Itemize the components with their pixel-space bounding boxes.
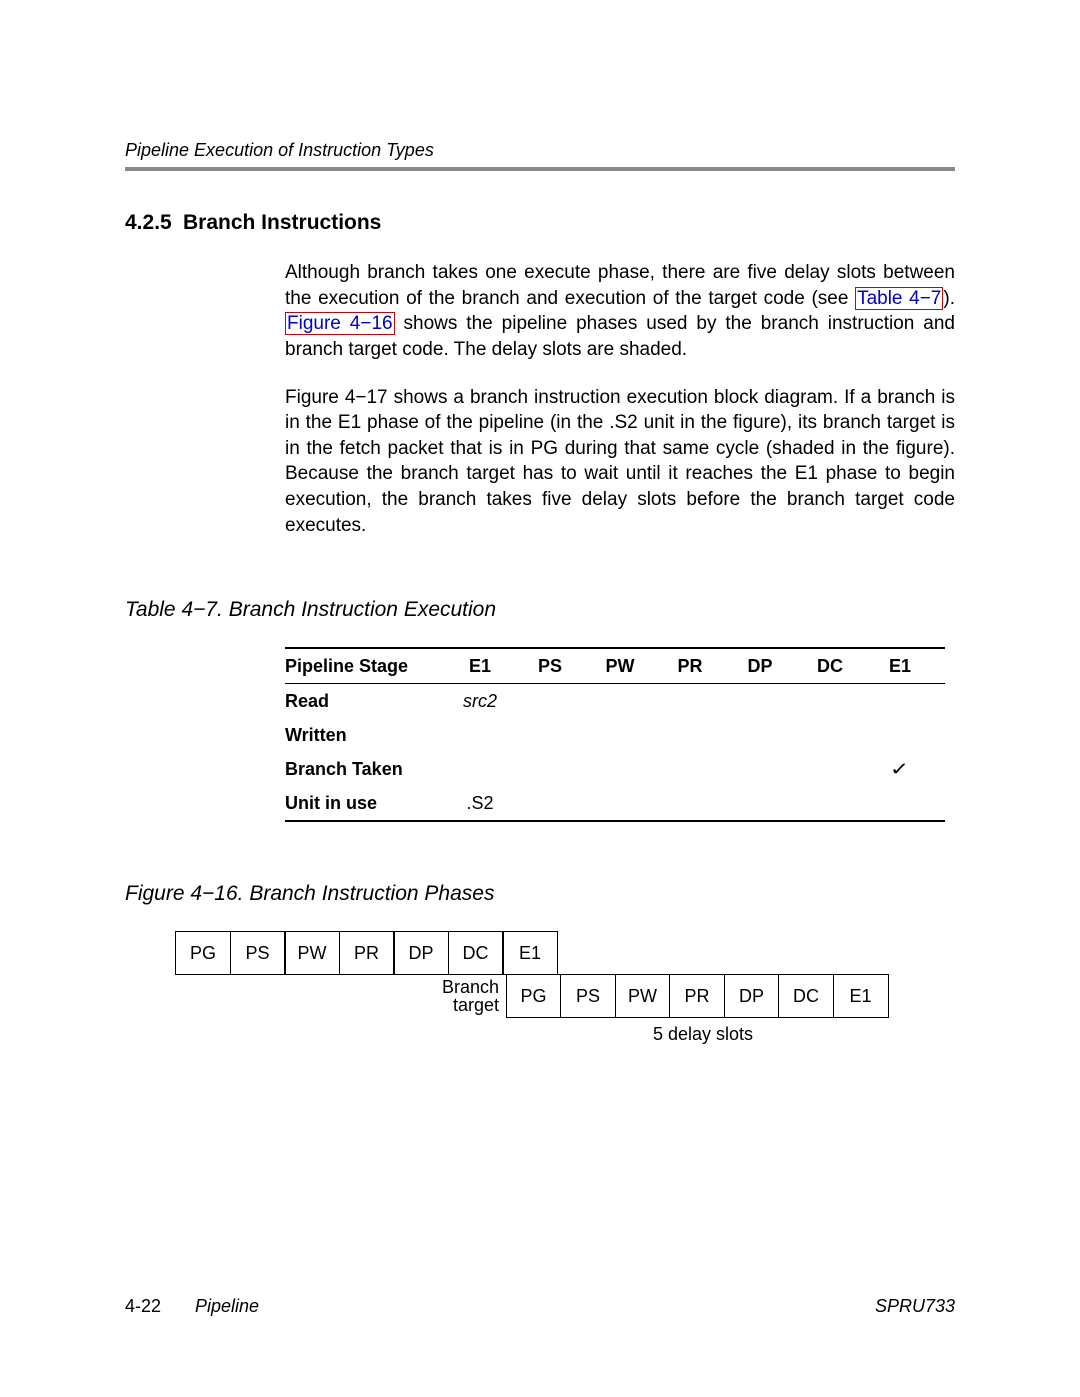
branch-target-label: Branch target [399, 978, 507, 1014]
phase-cell-dc: DC [448, 931, 504, 975]
phase-row-2: Branch target PG PS PW PR DP DC E1 [175, 974, 955, 1018]
branch-label-line2: target [453, 995, 499, 1015]
spacer [287, 974, 343, 1018]
th-pw: PW [585, 656, 655, 677]
phase-cell-pw: PW [284, 931, 340, 975]
running-head: Pipeline Execution of Instruction Types [125, 140, 955, 161]
table-4-7: Pipeline Stage E1 PS PW PR DP DC E1 Read… [285, 647, 945, 822]
figure-4-16-link[interactable]: Figure 4−16 [285, 312, 395, 335]
footer-chapter: Pipeline [195, 1296, 875, 1317]
phase-cell-e1-2: E1 [833, 974, 889, 1018]
phase-cell-e1: E1 [502, 931, 558, 975]
footer-doc-id: SPRU733 [875, 1296, 955, 1317]
phase-cell-pw-2: PW [615, 974, 671, 1018]
th-pr: PR [655, 656, 725, 677]
para1-mid: ). [943, 288, 955, 309]
section-number: 4.2.5 [125, 211, 183, 235]
branch-label-line1: Branch [442, 977, 499, 997]
cell-unit-e1: .S2 [445, 793, 515, 814]
row-label-written: Written [285, 725, 445, 746]
table-4-7-link[interactable]: Table 4−7 [855, 287, 943, 310]
phase-cell-pr: PR [339, 931, 395, 975]
footer-page-number: 4-22 [125, 1296, 195, 1317]
phase-cell-pg-2: PG [506, 974, 562, 1018]
th-e1b: E1 [865, 656, 935, 677]
figure-4-16: PG PS PW PR DP DC E1 Branch target PG PS… [175, 931, 955, 1045]
cell-read-e1: src2 [445, 691, 515, 712]
cell-branch-e1-check: ✓ [865, 759, 935, 780]
page: Pipeline Execution of Instruction Types … [0, 0, 1080, 1397]
th-dc: DC [795, 656, 865, 677]
th-ps: PS [515, 656, 585, 677]
delay-slots-caption: 5 delay slots [653, 1024, 955, 1045]
paragraph-2: Figure 4−17 shows a branch instruction e… [285, 385, 955, 539]
row-label-unit: Unit in use [285, 793, 445, 814]
row-label-read: Read [285, 691, 445, 712]
paragraph-1: Although branch takes one execute phase,… [285, 260, 955, 363]
phase-cell-pr-2: PR [669, 974, 725, 1018]
th-e1a: E1 [445, 656, 515, 677]
figure-4-16-title: Figure 4−16. Branch Instruction Phases [125, 882, 955, 906]
header-rule [125, 167, 955, 171]
th-pipeline-stage: Pipeline Stage [285, 656, 445, 677]
phase-cell-dp: DP [393, 931, 449, 975]
phase-cell-dp-2: DP [724, 974, 780, 1018]
row-label-branch-taken: Branch Taken [285, 759, 445, 780]
phase-cell-pg: PG [175, 931, 231, 975]
table-header-row: Pipeline Stage E1 PS PW PR DP DC E1 [285, 647, 945, 684]
section-heading: 4.2.5 Branch Instructions [125, 211, 955, 235]
spacer [175, 974, 231, 1018]
table-4-7-title: Table 4−7. Branch Instruction Execution [125, 598, 955, 622]
phase-row-1: PG PS PW PR DP DC E1 [175, 931, 955, 975]
table-row-branch-taken: Branch Taken ✓ [285, 752, 945, 786]
page-footer: 4-22 Pipeline SPRU733 [125, 1296, 955, 1317]
table-row-read: Read src2 [285, 684, 945, 718]
spacer [343, 974, 399, 1018]
table-row-unit-in-use: Unit in use .S2 [285, 786, 945, 822]
table-row-written: Written [285, 718, 945, 752]
section-title: Branch Instructions [183, 211, 381, 235]
phase-cell-dc-2: DC [778, 974, 834, 1018]
th-dp: DP [725, 656, 795, 677]
spacer [231, 974, 287, 1018]
check-icon: ✓ [890, 759, 910, 780]
phase-cell-ps-2: PS [560, 974, 616, 1018]
phase-cell-ps: PS [230, 931, 286, 975]
